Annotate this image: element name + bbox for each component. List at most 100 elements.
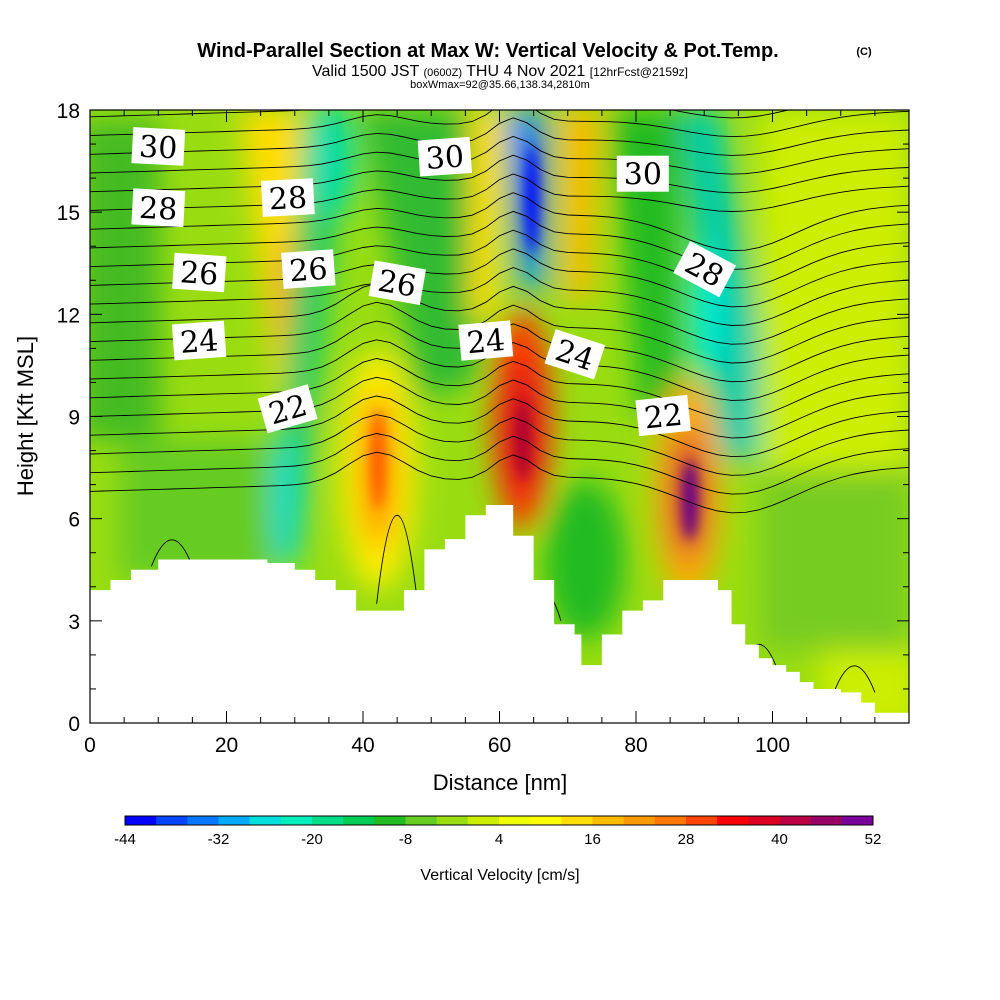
theta-contour-line bbox=[90, 433, 909, 495]
subtitle-forecast: [12hrFcst@2159z] bbox=[590, 65, 688, 79]
chart-title: Wind-Parallel Section at Max W: Vertical… bbox=[197, 40, 778, 62]
terrain-mask bbox=[90, 505, 909, 723]
x-tick-label: 40 bbox=[351, 734, 374, 757]
colorbar-tick-label: -44 bbox=[114, 831, 136, 848]
theta-contour-line bbox=[90, 358, 909, 420]
colorbar-swatch bbox=[623, 816, 656, 825]
theta-contour-line bbox=[90, 395, 909, 458]
theta-contour-label: 26 bbox=[368, 260, 427, 305]
colorbar bbox=[124, 815, 874, 826]
theta-contour-label-text: 26 bbox=[288, 252, 329, 290]
theta-contour-label: 30 bbox=[616, 155, 669, 193]
theta-contour-label: 28 bbox=[260, 178, 315, 218]
theta-contour-line bbox=[90, 414, 909, 476]
theta-contour-line bbox=[90, 136, 909, 175]
theta-contour-label: 30 bbox=[131, 127, 186, 166]
theta-contour-label: 26 bbox=[172, 252, 227, 293]
subtitle-date: THU 4 Nov 2021 bbox=[466, 63, 585, 80]
theta-contour-line bbox=[376, 514, 419, 604]
theta-contour-label-text: 24 bbox=[465, 323, 506, 361]
colorbar-swatch bbox=[499, 816, 531, 825]
theta-contour-label-text: 28 bbox=[268, 181, 308, 218]
colorbar-tick-label: 52 bbox=[865, 831, 882, 848]
colorbar-swatch bbox=[280, 816, 313, 825]
theta-contour-label: 22 bbox=[635, 394, 691, 437]
colorbar-swatch bbox=[125, 816, 157, 825]
x-axis-label: Distance [nm] bbox=[433, 770, 568, 795]
colorbar-swatch bbox=[592, 816, 625, 825]
colorbar-swatch bbox=[810, 816, 843, 825]
subtitle-zulu: (0600Z) bbox=[423, 67, 462, 79]
theta-contour-label: 28 bbox=[131, 188, 186, 228]
colorbar-frame bbox=[124, 815, 874, 826]
theta-contour-label-text: 24 bbox=[179, 323, 220, 361]
colorbar-swatch bbox=[530, 816, 562, 825]
y-tick-label: 15 bbox=[57, 202, 80, 225]
theta-contour-line bbox=[833, 665, 876, 693]
theta-contour-label: 24 bbox=[544, 329, 606, 380]
theta-contour-line bbox=[90, 154, 909, 194]
theta-contour-line bbox=[90, 248, 909, 308]
colorbar-tick-label: -20 bbox=[301, 831, 323, 848]
theta-contour-line bbox=[90, 210, 909, 270]
theta-contour-line bbox=[90, 229, 909, 289]
theta-contour-line bbox=[151, 539, 193, 567]
y-tick-label: 6 bbox=[68, 509, 80, 532]
theta-contour-label: 26 bbox=[281, 249, 336, 290]
colorbar-tick-label: -32 bbox=[208, 831, 230, 848]
colorbar-swatch bbox=[187, 816, 219, 825]
theta-contour-line bbox=[90, 173, 909, 212]
colorbar-swatch bbox=[686, 816, 718, 825]
theta-contour-label-text: 26 bbox=[375, 264, 419, 305]
colorbar-swatch bbox=[561, 816, 593, 825]
theta-contour-label: 24 bbox=[458, 320, 514, 361]
colorbar-swatch bbox=[654, 816, 687, 825]
colorbar-swatch bbox=[717, 816, 749, 825]
colorbar-swatch bbox=[779, 816, 812, 825]
x-tick-label: 100 bbox=[755, 734, 790, 757]
x-axis-tick-labels: 0 20 40 60 80 100 bbox=[84, 734, 790, 757]
theta-contour-line bbox=[90, 192, 909, 252]
colorbar-tick-labels: -44 -32 -20 -8 4 16 28 40 52 bbox=[114, 831, 881, 848]
colorbar-swatch bbox=[841, 816, 874, 825]
colorbar-tick-label: -8 bbox=[399, 831, 412, 848]
theta-contour-label-text: 22 bbox=[643, 398, 685, 437]
colorbar-swatch bbox=[374, 816, 406, 825]
colorbar-label: Vertical Velocity [cm/s] bbox=[420, 867, 579, 884]
subtitle-valid: Valid 1500 JST bbox=[312, 63, 420, 80]
chart-title-mark: (C) bbox=[856, 46, 872, 58]
potential-temperature-contours bbox=[90, 110, 909, 693]
colorbar-swatch bbox=[218, 816, 251, 825]
theta-contour-line bbox=[90, 267, 909, 326]
theta-contour-label-text: 26 bbox=[179, 255, 220, 293]
theta-contour-line bbox=[90, 283, 909, 345]
box-wmax-note: boxWmax=92@35.66,138.34,2810m bbox=[410, 79, 590, 91]
colorbar-tick-label: 16 bbox=[584, 831, 601, 848]
x-tick-label: 60 bbox=[488, 734, 511, 757]
theta-contour-label-text: 30 bbox=[138, 129, 178, 166]
chart-subtitle: Valid 1500 JST (0600Z) THU 4 Nov 2021 [1… bbox=[312, 63, 688, 80]
y-axis-ticks bbox=[90, 109, 909, 724]
y-tick-label: 18 bbox=[57, 100, 80, 123]
colorbar-tick-label: 28 bbox=[678, 831, 695, 848]
x-tick-label: 20 bbox=[215, 734, 238, 757]
theta-contour-label-text: 30 bbox=[425, 139, 466, 177]
theta-contour-label-text: 28 bbox=[138, 191, 178, 228]
x-tick-label: 80 bbox=[624, 734, 647, 757]
theta-contour-line bbox=[90, 451, 909, 514]
theta-contour-line bbox=[90, 376, 909, 439]
colorbar-swatch bbox=[249, 816, 282, 825]
y-tick-label: 9 bbox=[68, 407, 80, 430]
y-axis-tick-labels: 0 3 6 9 12 15 18 bbox=[57, 100, 80, 736]
colorbar-swatch bbox=[467, 816, 500, 825]
x-tick-label: 0 bbox=[84, 734, 96, 757]
y-tick-label: 0 bbox=[68, 713, 80, 736]
colorbar-tick-label: 40 bbox=[771, 831, 788, 848]
colorbar-swatch bbox=[436, 816, 469, 825]
y-tick-label: 12 bbox=[57, 304, 80, 327]
theta-contour-line bbox=[90, 301, 909, 364]
theta-contour-label-text: 30 bbox=[624, 158, 662, 193]
